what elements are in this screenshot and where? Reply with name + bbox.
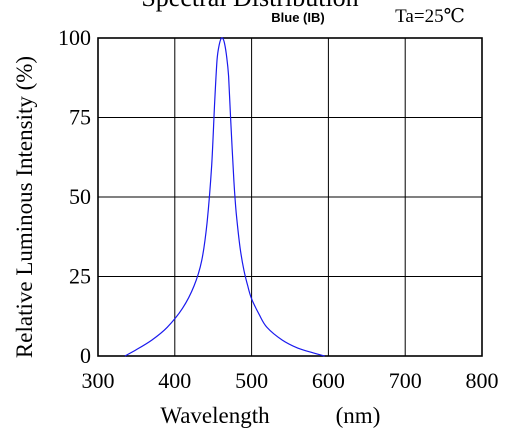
plot-frame — [97, 37, 483, 357]
x-tick-label: 800 — [466, 368, 499, 393]
chart-title: Spectral Distribution — [141, 0, 358, 12]
condition-label: Ta=25℃ — [395, 6, 465, 27]
x-tick-label: 500 — [235, 368, 268, 393]
y-axis-label: Relative Luminous Intensity (%) — [12, 56, 37, 358]
series-label: Blue (IB) — [271, 10, 324, 25]
y-tick-label: 100 — [58, 25, 91, 50]
x-tick-labels: 300 400 500 600 700 800 — [82, 368, 499, 393]
y-tick-label: 25 — [69, 264, 91, 289]
grid — [98, 38, 482, 356]
spectrum-line — [124, 37, 325, 357]
x-tick-label: 700 — [389, 368, 422, 393]
x-tick-label: 600 — [312, 368, 345, 393]
y-tick-labels: 0 25 50 75 100 — [58, 25, 91, 368]
y-tick-label: 0 — [80, 343, 91, 368]
x-axis-unit: (nm) — [336, 403, 381, 428]
y-tick-label: 50 — [69, 184, 91, 209]
x-tick-label: 400 — [158, 368, 191, 393]
x-axis-label: Wavelength — [160, 403, 270, 428]
y-tick-label: 75 — [69, 105, 91, 130]
x-tick-label: 300 — [82, 368, 115, 393]
